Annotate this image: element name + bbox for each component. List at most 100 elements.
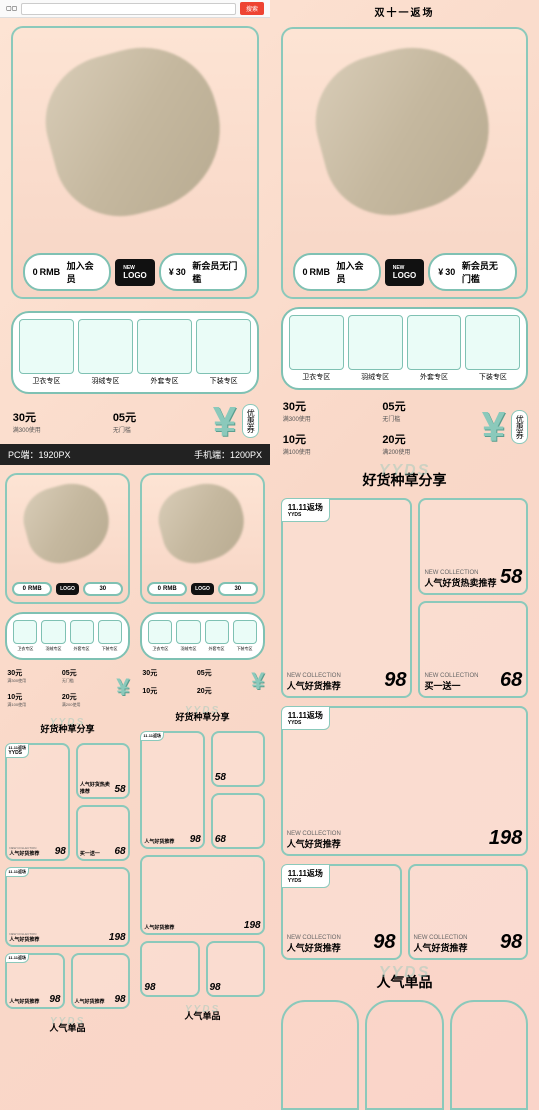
cat-item-1[interactable]: 羽绒专区: [78, 319, 133, 386]
pc-dim-label: PC端：1920PX: [8, 448, 71, 461]
header-title: 双十一返场: [270, 4, 539, 19]
coupon[interactable]: 20元满200使用: [60, 690, 110, 710]
promo-pill[interactable]: 30: [83, 582, 123, 596]
section-title-1: 好货种草分享: [0, 722, 135, 735]
coupon-section: 30元满300使用 05元无门槛 10元满100使用 20元满200使用 ¥ 优…: [281, 396, 528, 458]
product-card[interactable]: 买一送一68: [76, 805, 130, 861]
promo-pill[interactable]: ¥30 新会员无门槛: [159, 253, 248, 291]
section-title-1: 好货种草分享: [135, 710, 270, 723]
product-card[interactable]: 98: [206, 941, 265, 997]
section-title-1: 好货种草分享: [270, 470, 539, 490]
hero-texture-blob: [152, 476, 253, 571]
product-card-198[interactable]: 11.11返场YYDS NEW COLLECTION人气好货推荐198: [281, 706, 528, 856]
coupon[interactable]: 05元无门槛: [60, 666, 110, 686]
mini-mobile-preview: 0RMB LOGO 30 卫衣专区 羽绒专区 外套专区 下装专区 30元 05元 1…: [135, 465, 270, 1041]
single-item-slot[interactable]: [450, 1000, 528, 1110]
cat-item[interactable]: 下装专区: [233, 620, 257, 652]
product-card[interactable]: 68: [211, 793, 265, 849]
cat-item-0[interactable]: 卫衣专区: [19, 319, 74, 386]
cat-item[interactable]: 卫衣专区: [13, 620, 37, 652]
promo-pill[interactable]: ¥30 新会员无门槛: [428, 253, 516, 291]
cat-item[interactable]: 卫衣专区: [148, 620, 172, 652]
cat-item[interactable]: 羽绒专区: [176, 620, 200, 652]
pants-icon: [98, 620, 122, 644]
product-card-98a[interactable]: 11.11返场YYDSNEW COLLECTION人气好货推荐98: [281, 864, 402, 960]
product-card[interactable]: 人气好货推荐198: [140, 855, 264, 935]
coupon-05[interactable]: 05元无门槛: [111, 407, 207, 436]
coupon-30[interactable]: 30元满300使用: [11, 407, 107, 436]
single-item-slot[interactable]: [281, 1000, 359, 1110]
mobile-dim-label: 手机端：1200PX: [194, 448, 262, 461]
product-card-98b[interactable]: NEW COLLECTION人气好货推荐98: [408, 864, 529, 960]
product-grid-wide: 11.11返场YYDS NEW COLLECTION人气好货推荐198: [281, 706, 528, 856]
coupon-section: 30元05元10元20元 ¥: [140, 666, 264, 698]
section-title-2: 人气单品: [270, 972, 539, 992]
brand-logo-box: NEWLOGO: [385, 259, 425, 286]
mini-pc-preview: 0RMB LOGO 30 卫衣专区 羽绒专区 外套专区 下装专区 30元满300…: [0, 465, 135, 1041]
product-card-feature[interactable]: 11.11返场YYDS NEW COLLECTION人气好货推荐98: [281, 498, 413, 698]
cat-item-1[interactable]: 羽绒专区: [348, 315, 403, 382]
product-grid-2: 98 98: [140, 941, 264, 997]
promo-pill[interactable]: 30: [218, 582, 258, 596]
member-price-pill[interactable]: 0RMB 加入会员: [23, 253, 112, 291]
browser-chrome: ▢▢ 搜索: [0, 0, 270, 18]
product-card[interactable]: 人气好货热卖推荐58: [76, 743, 130, 799]
hero-texture-blob: [31, 30, 238, 230]
date-tag: 11.11返场: [5, 867, 29, 877]
product-card[interactable]: 11.11返场人气好货推荐98: [140, 731, 204, 849]
coupon-30[interactable]: 30元满300使用: [281, 396, 377, 425]
pants-icon: [233, 620, 257, 644]
product-grid-1: 11.11返场YYDS NEW COLLECTION人气好货推荐98 NEW C…: [281, 498, 528, 698]
coupon[interactable]: 05元: [195, 666, 245, 680]
cat-item-0[interactable]: 卫衣专区: [289, 315, 344, 382]
product-card[interactable]: 11.11返场NEW COLLECTION人气好货推荐198: [5, 867, 129, 947]
hero-texture-blob: [17, 476, 118, 571]
cat-item-3[interactable]: 下装专区: [465, 315, 520, 382]
product-card-68[interactable]: NEW COLLECTION买一送一68: [418, 601, 528, 698]
cat-item-3[interactable]: 下装专区: [196, 319, 251, 386]
coupon[interactable]: 30元满300使用: [5, 666, 55, 686]
category-row: 卫衣专区 羽绒专区 外套专区 下装专区: [281, 307, 528, 390]
yen-icon: ¥: [116, 678, 129, 697]
product-card[interactable]: 人气好货推荐98: [71, 953, 130, 1009]
section-title-2: 人气单品: [0, 1021, 135, 1034]
coupon[interactable]: 20元: [195, 684, 245, 698]
member-price-pill[interactable]: 0RMB: [147, 582, 187, 596]
pants-icon: [465, 315, 520, 370]
coupon[interactable]: 10元满100使用: [5, 690, 55, 710]
product-card[interactable]: 58: [211, 731, 265, 787]
product-grid-wide: 11.11返场NEW COLLECTION人气好货推荐198: [5, 867, 129, 947]
mini-hero-pc: 0RMB LOGO 30: [5, 473, 129, 603]
coupon-10[interactable]: 10元满100使用: [281, 429, 377, 458]
coat-icon: [70, 620, 94, 644]
product-card-58[interactable]: NEW COLLECTION人气好货热卖推荐58: [418, 498, 528, 595]
left-column: ▢▢ 搜索 0RMB 加入会员 NEW LOGO ¥30 新会员无门槛: [0, 0, 270, 1110]
product-card[interactable]: 98: [140, 941, 199, 997]
member-price-pill[interactable]: 0RMB: [12, 582, 52, 596]
cat-item-2[interactable]: 外套专区: [137, 319, 192, 386]
cat-item[interactable]: 外套专区: [205, 620, 229, 652]
search-button[interactable]: 搜索: [240, 2, 264, 15]
single-item-slot[interactable]: [365, 1000, 443, 1110]
search-input[interactable]: [21, 3, 236, 15]
logo-placeholder: ▢▢: [6, 5, 17, 12]
product-card[interactable]: 11.11返场人气好货推荐98: [5, 953, 64, 1009]
coupon[interactable]: 30元: [140, 666, 190, 680]
coupon[interactable]: 10元: [140, 684, 190, 698]
coupon-section: 30元满300使用05元无门槛10元满100使用20元满200使用 ¥: [5, 666, 129, 710]
product-card[interactable]: 11.11返场YYDSNEW COLLECTION人气好货推荐98: [5, 743, 69, 861]
brand-logo-box: NEW LOGO: [115, 259, 155, 286]
cat-item[interactable]: 下装专区: [98, 620, 122, 652]
jacket-icon: [13, 620, 37, 644]
category-row: 卫衣专区 羽绒专区 外套专区 下装专区: [5, 612, 129, 660]
cat-item[interactable]: 羽绒专区: [41, 620, 65, 652]
member-price-pill[interactable]: 0RMB 加入会员: [293, 253, 381, 291]
coupon-20[interactable]: 20元满200使用: [380, 429, 476, 458]
coupon-05[interactable]: 05元无门槛: [380, 396, 476, 425]
cat-item-2[interactable]: 外套专区: [407, 315, 462, 382]
mini-hero-mobile: 0RMB LOGO 30: [140, 473, 264, 603]
dimension-label: PC端：1920PX 手机端：1200PX: [0, 444, 270, 465]
cat-item[interactable]: 外套专区: [70, 620, 94, 652]
coupon-badge: 优惠券: [242, 404, 259, 438]
date-tag: 11.11返场YYDS: [281, 864, 330, 888]
